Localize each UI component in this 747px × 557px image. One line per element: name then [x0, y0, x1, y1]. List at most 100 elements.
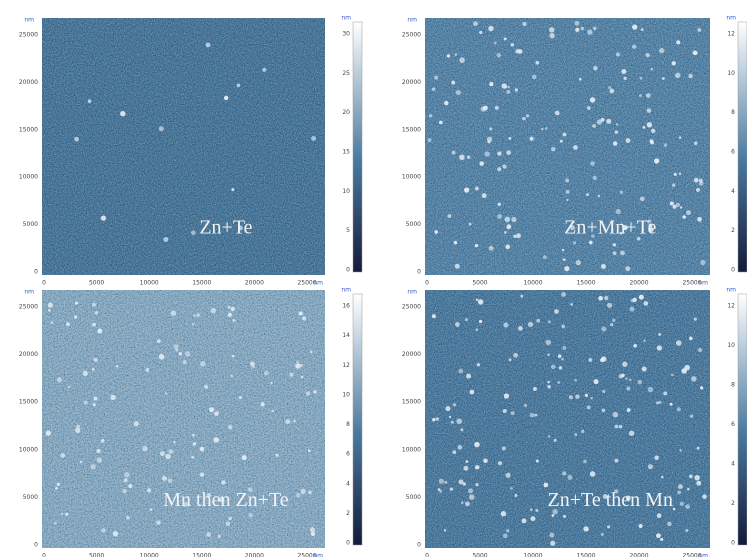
grain [670, 202, 674, 206]
grain [65, 513, 68, 516]
grain [567, 475, 572, 480]
grain [157, 339, 161, 343]
grain [453, 403, 456, 406]
colorbar-tick-label: 6 [731, 421, 735, 428]
grain [182, 360, 186, 364]
grain [221, 480, 225, 484]
grain [696, 481, 701, 486]
grain [439, 121, 443, 125]
grain [74, 137, 79, 142]
grain [561, 358, 563, 360]
grain [646, 93, 651, 98]
grain [562, 471, 566, 475]
grain [204, 385, 208, 389]
grain [224, 96, 228, 100]
grain [700, 386, 703, 389]
grain [75, 428, 80, 433]
grain [175, 348, 178, 351]
grain [262, 68, 266, 72]
grain [165, 454, 170, 459]
x-tick-label: 10000 [140, 280, 159, 287]
grain [563, 132, 567, 136]
x-tick-label: 0 [42, 280, 46, 287]
colorbar-tick-label: 4 [731, 461, 735, 468]
grain [504, 393, 509, 398]
grain [192, 323, 194, 325]
grain [48, 309, 51, 312]
grain [702, 494, 707, 499]
grain [489, 246, 494, 251]
grain [586, 193, 589, 196]
grain [520, 295, 523, 298]
grain [435, 417, 439, 421]
grain [679, 136, 682, 139]
panel-label: Zn+Te [199, 216, 252, 238]
grain [478, 299, 483, 304]
y-tick-label: 0 [417, 269, 421, 276]
colorbar-tick-label: 8 [346, 421, 350, 428]
grain [200, 447, 205, 452]
grain [535, 509, 538, 512]
grain [643, 126, 646, 129]
grain [631, 299, 635, 303]
y-tick-label: 15000 [19, 126, 38, 133]
grain [300, 489, 305, 494]
grain [684, 365, 690, 371]
grain [598, 296, 603, 301]
grain [676, 340, 682, 346]
grain [629, 431, 634, 436]
colorbar-tick-label: 0 [731, 267, 735, 274]
grain [475, 483, 478, 486]
grain [169, 449, 174, 454]
grain [452, 450, 456, 454]
grain [626, 387, 630, 391]
grain [458, 445, 463, 450]
grain [232, 355, 235, 358]
grain [308, 490, 312, 494]
grain [632, 45, 636, 49]
grain [483, 458, 488, 463]
grain [689, 475, 693, 479]
grain [694, 475, 700, 481]
grain [516, 233, 521, 238]
grain [609, 89, 614, 94]
grain [697, 447, 700, 450]
y-tick-label: 25000 [402, 304, 421, 311]
grain [432, 87, 435, 90]
grain [509, 137, 512, 140]
grain [601, 533, 604, 536]
grain [191, 456, 194, 459]
grain [561, 292, 566, 297]
colorbar-unit: nm [341, 287, 351, 294]
grain [524, 404, 527, 407]
grain [696, 188, 700, 192]
grain [468, 488, 473, 493]
grain [242, 455, 247, 460]
grain [687, 488, 690, 491]
grain [495, 106, 499, 110]
grain [585, 394, 588, 397]
grain [465, 318, 468, 321]
grain [311, 532, 315, 536]
x-tick-label: 20000 [245, 280, 264, 287]
grain [156, 520, 160, 524]
grain [685, 504, 690, 509]
grain [590, 397, 592, 399]
grain [586, 528, 588, 530]
grain [80, 461, 82, 463]
grain [510, 487, 513, 490]
colorbar-tick-label: 12 [727, 303, 735, 310]
x-tick-label: 5000 [472, 553, 487, 557]
y-tick-label: 20000 [19, 79, 38, 86]
grain [522, 518, 527, 523]
x-tick-label: 20000 [629, 280, 648, 287]
grain [456, 418, 462, 424]
grain [299, 311, 303, 315]
grain [497, 167, 501, 171]
grain [555, 111, 560, 116]
x-tick-label: 5000 [472, 280, 487, 287]
grain [686, 210, 691, 215]
grain [601, 356, 606, 361]
panel-label: Mn then Zn+Te [163, 489, 289, 511]
grain [660, 538, 663, 541]
